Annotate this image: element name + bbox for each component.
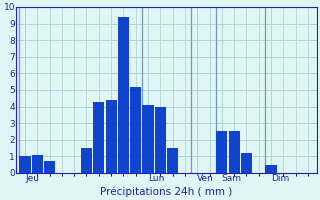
Bar bbox=[20, 156, 30, 173]
Bar bbox=[216, 131, 227, 173]
Bar bbox=[44, 161, 55, 173]
X-axis label: Précipitations 24h ( mm ): Précipitations 24h ( mm ) bbox=[100, 186, 233, 197]
Bar bbox=[130, 87, 141, 173]
Bar bbox=[93, 102, 104, 173]
Bar bbox=[32, 155, 43, 173]
Bar bbox=[266, 165, 276, 173]
Bar bbox=[106, 100, 116, 173]
Bar bbox=[118, 17, 129, 173]
Bar bbox=[142, 105, 154, 173]
Bar bbox=[228, 131, 240, 173]
Bar bbox=[155, 107, 166, 173]
Bar bbox=[167, 148, 178, 173]
Bar bbox=[81, 148, 92, 173]
Bar bbox=[241, 153, 252, 173]
